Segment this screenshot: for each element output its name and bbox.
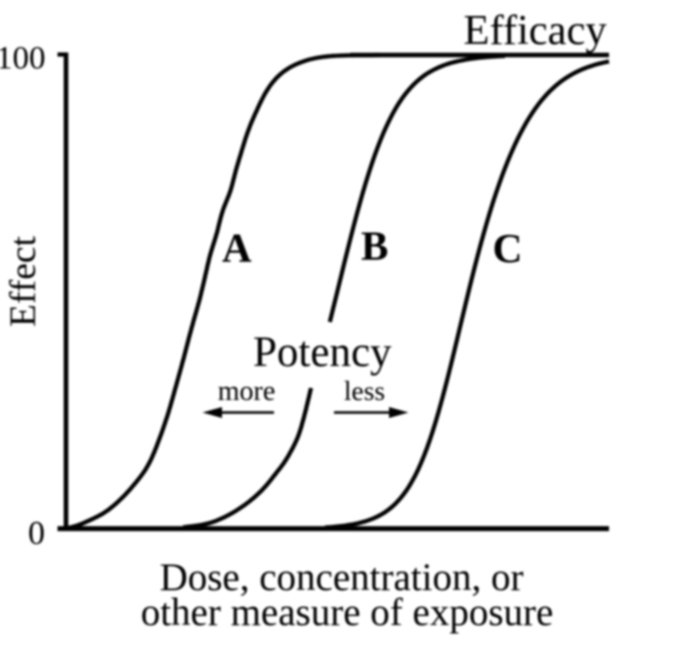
svg-text:Efficacy: Efficacy xyxy=(464,7,608,54)
svg-text:100: 100 xyxy=(0,41,46,77)
svg-text:less: less xyxy=(344,375,385,406)
svg-text:other measure of exposure: other measure of exposure xyxy=(141,591,554,634)
svg-text:Dose, concentration, or: Dose, concentration, or xyxy=(160,556,524,599)
svg-text:C: C xyxy=(493,225,523,271)
svg-text:B: B xyxy=(361,223,388,269)
svg-text:Potency: Potency xyxy=(253,329,392,376)
svg-text:Effect: Effect xyxy=(3,235,44,326)
svg-text:A: A xyxy=(222,225,252,271)
svg-text:more: more xyxy=(218,376,276,407)
svg-text:0: 0 xyxy=(28,515,45,552)
